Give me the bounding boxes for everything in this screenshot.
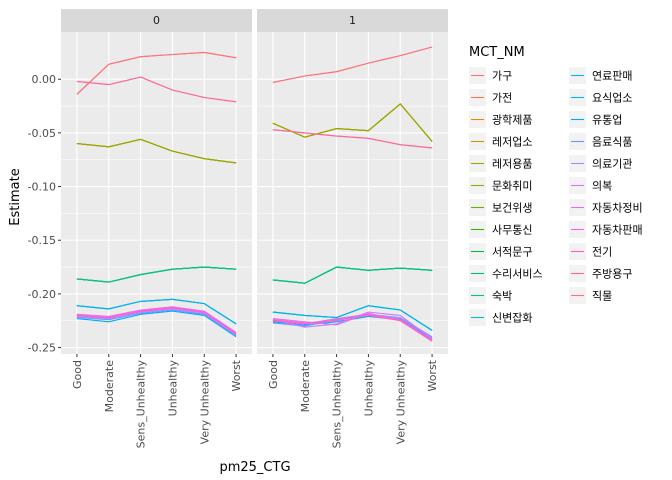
legend-label: 의료기관 [592,158,632,171]
x-tick-label: Worst [230,359,243,391]
legend-label: 유통업 [592,114,622,127]
facet-strip [257,9,448,32]
legend-item: 가구 [469,67,512,84]
x-axis-title: pm25_CTG [219,460,290,475]
series-line-요식업소 [272,305,433,331]
legend-label: 광학제품 [492,114,532,127]
legend-label: 직물 [592,290,612,303]
legend-label: 전기 [592,246,612,259]
legend-item: 사무통신 [469,221,532,238]
series-line-유통업 [76,310,237,338]
facet-panel-1: 1 [257,9,448,354]
y-tick-label: -0.05 [28,127,56,140]
legend-label: 연료판매 [592,70,632,83]
panel-background [257,32,448,354]
legend-item: 자동차정비 [569,199,643,216]
x-tick-label: Moderate [103,360,116,413]
series-line-직물 [76,51,237,95]
axes: Good Moderate Sens_Unhealthy Unhealthy Very … [28,73,440,448]
x-tick-label: Worst [426,359,439,391]
series-line-요식업소 [76,298,237,325]
legend-item: 문화취미 [469,177,532,194]
legend-item: 신변잡화 [469,309,532,326]
legend-item: 요식업소 [569,89,632,106]
legend-label: 요식업소 [592,92,632,105]
legend-item: 직물 [569,287,612,304]
facet-strip-label: 0 [153,14,160,27]
legend-label: 보건위생 [492,202,532,215]
legend-item: 전기 [569,243,612,260]
legend-label: 수리서비스 [492,268,543,281]
legend-item: 수리서비스 [469,265,543,282]
facet-panel-0: 0 [61,9,252,354]
x-tick-label: Unhealthy [362,360,375,417]
x-tick-label: Good [267,360,280,389]
legend-label: 사무통신 [492,224,532,237]
legend-item: 주방용구 [569,265,632,282]
legend-label: 주방용구 [592,268,632,281]
y-tick-label: 0.00 [32,73,57,86]
series-line-의복 [76,308,237,336]
legend-label: 서적문구 [492,246,532,259]
legend-item: 유통업 [569,111,622,128]
series-line-전기 [272,314,433,342]
legend-label: 문화취미 [492,180,532,193]
legend-item: 음료식품 [569,133,632,150]
series-line-전기 [76,307,237,335]
legend-item: 의료기관 [569,155,632,172]
legend-label: 레저용품 [492,158,532,171]
x-tick-label: Moderate [299,360,312,413]
legend-item: 광학제품 [469,111,532,128]
legend-label: 레저업소 [492,136,532,149]
x-tick-label: Sens_Unhealthy [135,360,148,449]
y-tick-label: -0.15 [28,234,56,247]
legend-label: 숙박 [492,290,512,303]
y-tick-label: -0.20 [28,288,56,301]
x-tick-label: Very Unhealthy [198,360,211,445]
legend-label: 음료식품 [592,136,632,149]
series-line-주방용구 [76,76,237,103]
legend-label: 가전 [492,92,512,105]
x-tick-label: Sens_Unhealthy [331,360,344,449]
legend-item: 서적문구 [469,243,532,260]
legend: MCT_NM 가구가전광학제품레저업소레저용품문화취미보건위생사무통신서적문구수… [469,45,643,326]
facet-strip [61,9,252,32]
facet-strip-label: 1 [349,14,356,27]
panel-background [61,32,252,354]
legend-item: 가전 [469,89,512,106]
x-tick-label: Unhealthy [166,360,179,417]
legend-item: 숙박 [469,287,512,304]
series-line-음료식품 [76,309,237,337]
series-line-숙박 [76,266,237,283]
legend-label: 신변잡화 [492,312,532,325]
legend-item: 연료판매 [569,67,632,84]
y-tick-label: -0.25 [28,342,56,355]
legend-label: 자동차정비 [592,202,643,215]
legend-item: 의복 [569,177,612,194]
y-tick-label: -0.10 [28,181,56,194]
legend-label: 가구 [492,70,512,83]
legend-label: 의복 [592,180,612,193]
series-line-숙박 [272,266,433,284]
legend-item: 레저업소 [469,133,532,150]
x-tick-label: Very Unhealthy [394,360,407,445]
series-line-문화취미 [76,138,237,164]
series-line-직물 [272,46,433,83]
legend-item: 보건위생 [469,199,532,216]
series-line-문화취미 [272,103,433,142]
legend-label: 자동차판매 [592,224,643,237]
legend-item: 자동차판매 [569,221,643,238]
series-line-자동차정비 [76,306,237,333]
x-tick-label: Good [71,360,84,389]
series-line-주방용구 [272,129,433,149]
legend-item: 레저용품 [469,155,532,172]
y-axis-title: Estimate [8,168,23,225]
legend-title: MCT_NM [469,45,525,60]
